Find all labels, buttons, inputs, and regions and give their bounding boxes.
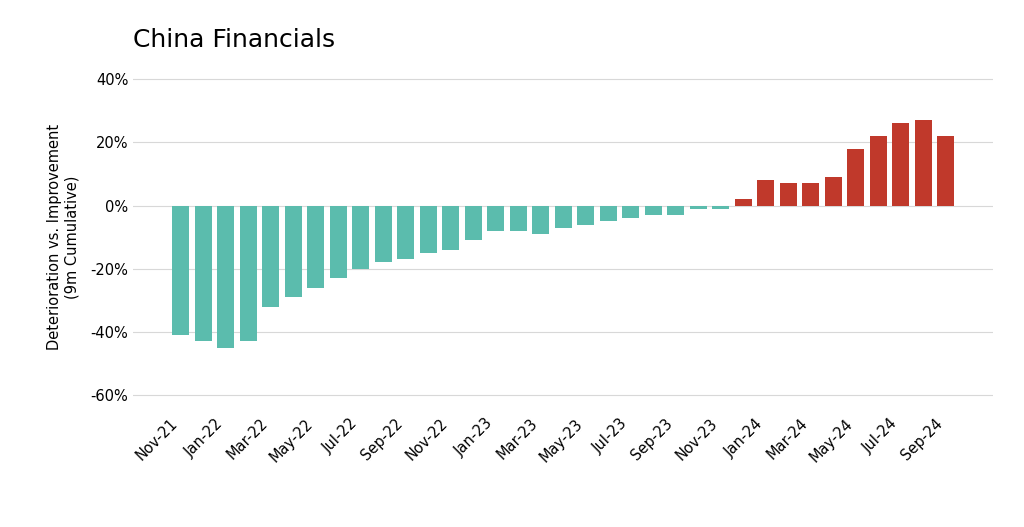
Bar xyxy=(285,206,302,297)
Bar xyxy=(532,206,549,234)
Bar xyxy=(780,183,797,206)
Bar xyxy=(397,206,414,259)
Y-axis label: Deterioration vs. Improvement
(9m Cumulative): Deterioration vs. Improvement (9m Cumula… xyxy=(47,124,79,350)
Bar xyxy=(623,206,639,218)
Bar xyxy=(172,206,189,335)
Bar xyxy=(217,206,234,348)
Bar xyxy=(847,149,864,206)
Bar xyxy=(330,206,346,278)
Text: China Financials: China Financials xyxy=(133,27,335,52)
Bar xyxy=(420,206,436,253)
Bar xyxy=(735,199,752,206)
Bar xyxy=(645,206,662,215)
Bar xyxy=(195,206,212,341)
Bar xyxy=(824,177,842,206)
Bar xyxy=(802,183,819,206)
Bar xyxy=(487,206,504,231)
Bar xyxy=(937,136,954,206)
Bar xyxy=(892,123,909,206)
Bar xyxy=(869,136,887,206)
Bar xyxy=(600,206,616,221)
Bar xyxy=(690,206,707,209)
Bar xyxy=(758,180,774,206)
Bar xyxy=(510,206,526,231)
Bar xyxy=(555,206,571,228)
Bar xyxy=(914,120,932,206)
Bar xyxy=(352,206,369,269)
Bar xyxy=(262,206,280,307)
Bar xyxy=(442,206,459,250)
Bar xyxy=(713,206,729,209)
Bar xyxy=(465,206,481,240)
Bar xyxy=(668,206,684,215)
Bar xyxy=(240,206,257,341)
Bar xyxy=(307,206,325,288)
Bar xyxy=(578,206,594,225)
Bar xyxy=(375,206,391,262)
